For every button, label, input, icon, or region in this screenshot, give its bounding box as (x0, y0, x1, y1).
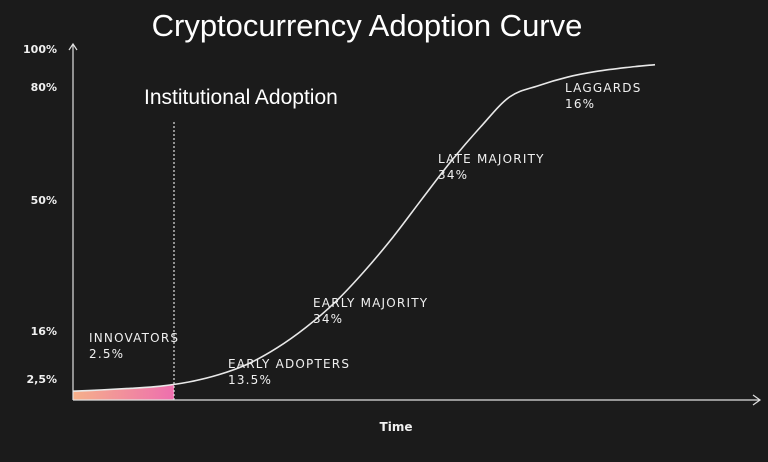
y-tick-label: 2,5% (26, 373, 57, 386)
segment-innovators-share: 2.5% (89, 347, 124, 361)
institutional-adoption-annotation: Institutional Adoption (144, 86, 338, 109)
segment-early-majority-name: EARLY MAJORITY (313, 296, 428, 310)
adoption-curve (72, 63, 656, 392)
y-tick-label: 50% (31, 194, 57, 207)
y-tick-label: 80% (31, 81, 57, 94)
x-axis-label: Time (380, 420, 413, 434)
y-axis-arrow (68, 42, 78, 51)
y-tick-label: 100% (23, 43, 57, 56)
segment-laggards-share: 16% (565, 97, 595, 111)
segment-early-adopters-name: EARLY ADOPTERS (228, 357, 350, 371)
segment-innovators-name: INNOVATORS (89, 331, 179, 345)
segment-early-majority-share: 34% (313, 312, 343, 326)
segment-late-majority-share: 34% (438, 168, 468, 182)
x-axis-arrow (752, 394, 762, 406)
segment-laggards-name: LAGGARDS (565, 81, 642, 95)
segment-late-majority-name: LATE MAJORITY (438, 152, 545, 166)
innovators-area (73, 384, 174, 400)
chart-title: Cryptocurrency Adoption Curve (151, 8, 583, 43)
y-tick-label: 16% (31, 325, 57, 338)
segment-early-adopters-share: 13.5% (228, 373, 272, 387)
